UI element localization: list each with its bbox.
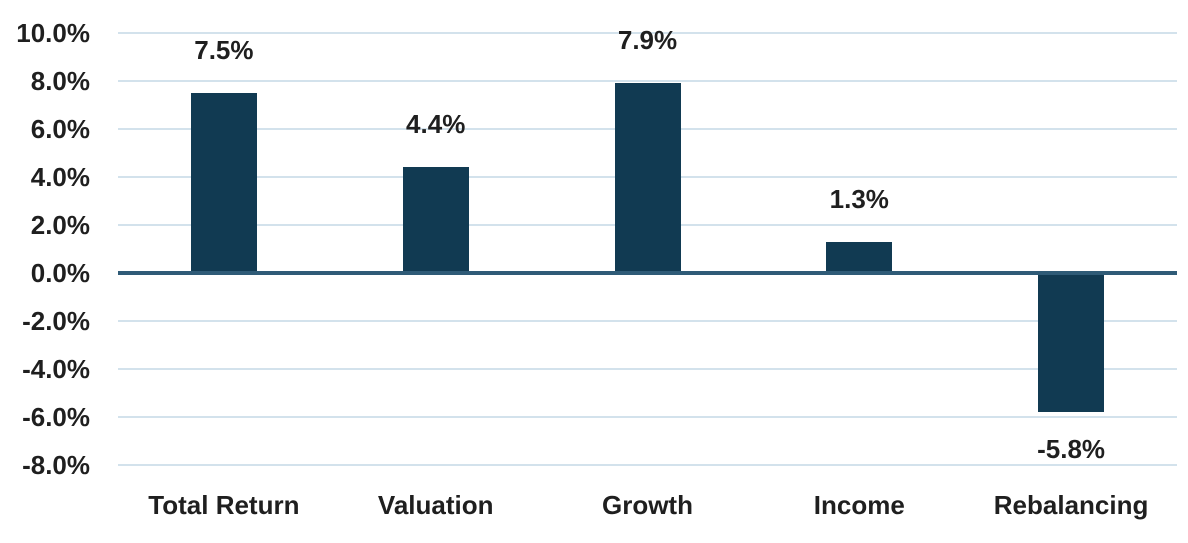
plot-area: 7.5% 4.4% 7.9% 1.3% -5.8% <box>118 25 1177 466</box>
gridline <box>118 32 1177 34</box>
y-axis-tick-label: 6.0% <box>30 114 90 144</box>
zero-axis-line <box>118 271 1177 275</box>
y-axis-tick-label: 8.0% <box>30 66 90 96</box>
value-label-growth: 7.9% <box>617 25 678 56</box>
y-axis: 10.0% 8.0% 6.0% 4.0% 2.0% 0.0% -2.0% -4.0% -6.0%… <box>0 18 90 480</box>
gridline <box>118 416 1177 418</box>
x-axis-category-label-growth: Growth <box>601 490 693 520</box>
y-axis-tick-label: 4.0% <box>30 162 90 192</box>
x-axis-category-label-valuation: Valuation <box>377 490 494 520</box>
y-axis-tick-label: 0.0% <box>30 258 90 288</box>
bar-valuation <box>402 167 469 273</box>
x-axis-category-label-total-return: Total Return <box>148 490 300 520</box>
gridline <box>118 368 1177 370</box>
y-axis-tick-label: 10.0% <box>16 18 90 48</box>
gridline <box>118 464 1177 466</box>
bar-income <box>826 241 893 273</box>
bar-total-return <box>190 93 257 273</box>
y-axis-tick-label: 2.0% <box>30 210 90 240</box>
y-axis-tick-label: -2.0% <box>22 306 90 336</box>
gridline <box>118 320 1177 322</box>
x-axis: Total Return Valuation Growth Income Rebalan… <box>118 465 1177 543</box>
value-label-valuation: 4.4% <box>406 109 466 140</box>
value-label-rebalancing: -5.8% <box>1037 434 1106 465</box>
gridline <box>118 80 1177 82</box>
x-axis-category-label-income: Income <box>813 490 905 520</box>
x-axis-category-label-rebalancing: Rebalancing <box>993 490 1149 520</box>
y-axis-tick-label: -4.0% <box>22 354 90 384</box>
y-axis-tick-label: -8.0% <box>22 450 90 480</box>
bar-growth <box>614 83 681 273</box>
bar-rebalancing <box>1038 273 1105 413</box>
value-label-total-return: 7.5% <box>194 35 254 65</box>
value-label-income: 1.3% <box>829 183 889 214</box>
y-axis-tick-label: -6.0% <box>22 402 90 432</box>
